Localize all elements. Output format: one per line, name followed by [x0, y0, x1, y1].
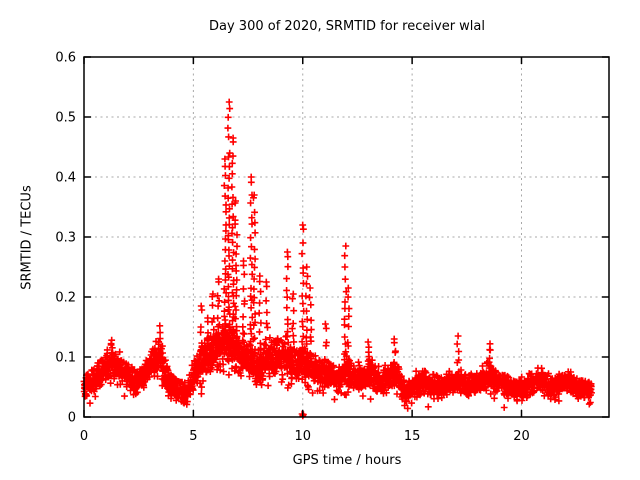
x-tick-label-0: 0 — [80, 429, 88, 444]
x-tick-label-15: 15 — [404, 429, 421, 444]
y-tick-label-0.2: 0.2 — [55, 291, 76, 306]
y-tick-label-0.4: 0.4 — [55, 171, 76, 186]
y-tick-label-0.5: 0.5 — [55, 111, 76, 126]
y-tick-label-0.6: 0.6 — [55, 51, 76, 66]
y-tick-label-0.3: 0.3 — [55, 231, 76, 246]
y-tick-label-0.1: 0.1 — [55, 351, 76, 366]
x-tick-label-10: 10 — [294, 429, 311, 444]
scatter-points — [80, 98, 595, 420]
x-axis-label: GPS time / hours — [292, 453, 402, 468]
chart-title: Day 300 of 2020, SRMTID for receiver wla… — [209, 19, 485, 34]
y-tick-label-0: 0 — [68, 411, 76, 426]
x-tick-label-20: 20 — [513, 429, 530, 444]
x-tick-label-5: 5 — [189, 429, 197, 444]
